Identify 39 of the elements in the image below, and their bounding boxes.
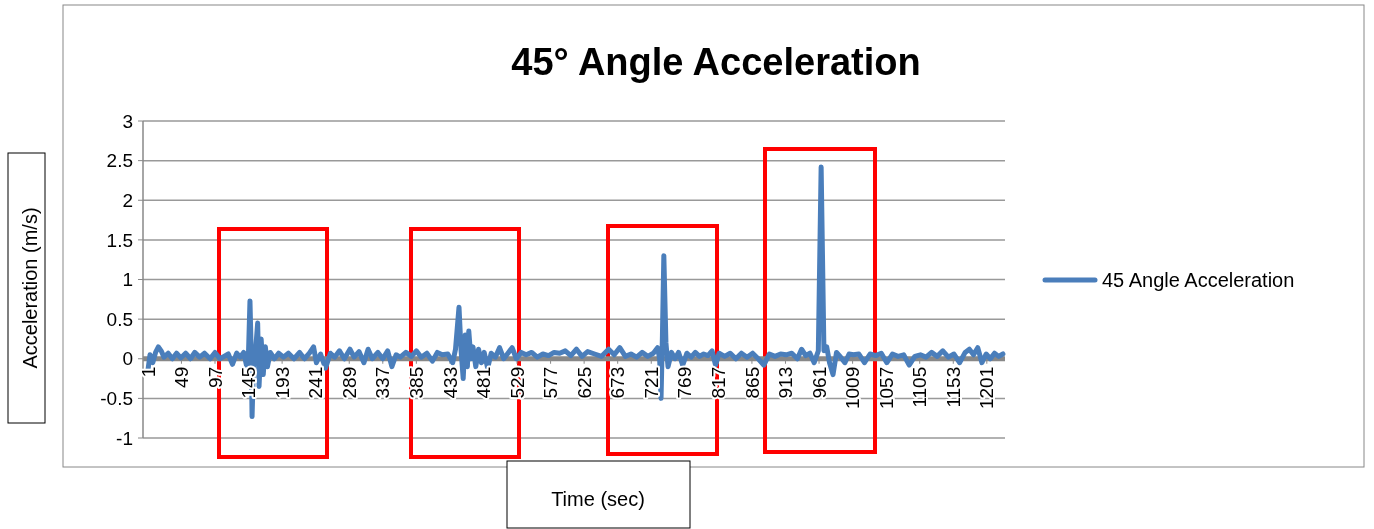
x-tick-label: 289 [338,366,360,399]
x-tick-label: 673 [607,366,629,399]
x-tick-label: 1057 [875,366,897,410]
x-tick-label: 577 [540,366,562,399]
x-tick-label: 865 [741,366,763,399]
x-tick-label: 97 [204,366,226,388]
y-tick-label: 2.5 [106,150,133,172]
x-tick-label: 961 [808,366,830,399]
x-tick-label: 721 [640,366,662,399]
y-tick-label: 3 [122,110,133,132]
x-tick-label: 481 [473,366,495,399]
x-tick-label: 913 [775,366,797,399]
y-tick-label: 1.5 [106,229,133,251]
x-axis-title: Time (sec) [551,488,645,510]
x-tick-label: 337 [372,366,394,399]
y-tick-label: 1 [122,269,133,291]
legend-label: 45 Angle Acceleration [1102,269,1295,291]
x-tick-label: 193 [271,366,293,399]
x-tick-label: 817 [708,366,730,399]
y-tick-label: 0.5 [106,308,133,330]
x-tick-label: 385 [406,366,427,399]
x-tick-label: 769 [674,366,696,399]
x-tick-label: 1201 [976,366,998,410]
y-tick-label: -0.5 [100,388,133,410]
x-tick-label: 145 [238,366,260,399]
x-tick-label: 1 [137,366,159,378]
x-tick-label: 529 [506,366,528,399]
y-tick-label: 0 [122,348,133,370]
y-tick-label: -1 [116,427,133,449]
x-tick-label: 433 [439,366,461,399]
x-tick-label: 1009 [842,366,864,410]
x-tick-label: 625 [573,366,595,399]
chart-title: 45° Angle Acceleration [511,41,921,83]
y-tick-label: 2 [122,189,133,211]
x-tick-label: 1153 [942,366,964,408]
x-tick-label: 1105 [909,366,931,408]
y-axis-title: Acceleration (m/s) [19,207,41,369]
x-tick-label: 241 [305,366,327,399]
x-tick-label: 49 [171,366,193,388]
